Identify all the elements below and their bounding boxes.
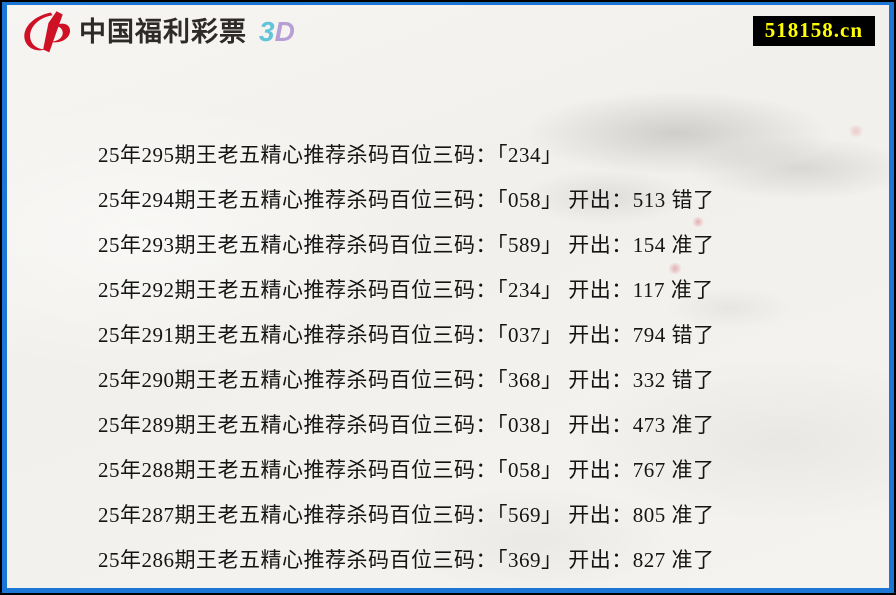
prediction-record-list: 25年295期王老五精心推荐杀码百位三码：「234」 25年294期王老五精心推… [7, 131, 889, 581]
brand-suffix-d: D [274, 16, 295, 47]
prediction-line: 25年294期王老五精心推荐杀码百位三码：「058」 开出：513 错了 [98, 187, 715, 212]
brand-suffix: 3D [259, 16, 295, 48]
site-logo[interactable]: 中国福利彩票 3D [21, 10, 295, 54]
brand-name: 中国福利彩票 [79, 17, 247, 47]
brand-suffix-3: 3 [259, 16, 275, 47]
header: 中国福利彩票 3D 518158.cn [7, 5, 889, 55]
prediction-line: 25年290期王老五精心推荐杀码百位三码：「368」 开出：332 错了 [98, 367, 715, 392]
prediction-line: 25年295期王老五精心推荐杀码百位三码：「234」 [98, 142, 563, 167]
china-welfare-lottery-icon [21, 10, 71, 54]
prediction-line: 25年289期王老五精心推荐杀码百位三码：「038」 开出：473 准了 [98, 412, 715, 437]
prediction-line: 25年292期王老五精心推荐杀码百位三码：「234」 开出：117 准了 [98, 277, 714, 302]
site-domain-badge[interactable]: 518158.cn [752, 16, 875, 46]
page-title: 25年295期[王老五]精心推荐杀码百位三码[234] [71, 76, 825, 117]
prediction-line: 25年286期王老五精心推荐杀码百位三码：「369」 开出：827 准了 [98, 547, 715, 572]
prediction-line: 25年291期王老五精心推荐杀码百位三码：「037」 开出：794 错了 [98, 322, 715, 347]
prediction-line: 25年293期王老五精心推荐杀码百位三码：「589」 开出：154 准了 [98, 232, 715, 257]
prediction-line: 25年288期王老五精心推荐杀码百位三码：「058」 开出：767 准了 [98, 457, 715, 482]
prediction-line: 25年287期王老五精心推荐杀码百位三码：「569」 开出：805 准了 [98, 502, 715, 527]
